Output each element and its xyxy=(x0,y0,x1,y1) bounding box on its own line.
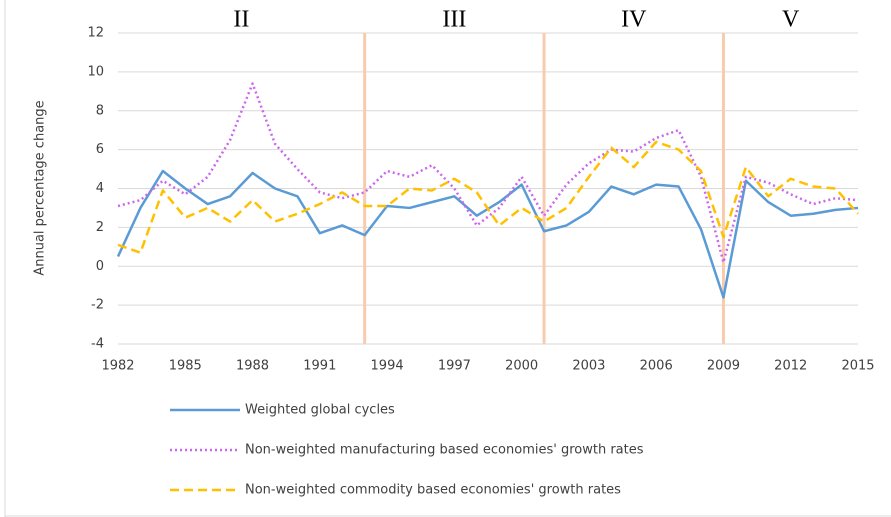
x-tick-label: 2015 xyxy=(841,359,874,374)
y-tick-label: 0 xyxy=(96,259,104,274)
y-tick-label: 12 xyxy=(87,26,104,41)
x-tick-label: 1997 xyxy=(438,359,471,374)
series-line xyxy=(117,140,859,254)
y-tick-label: 8 xyxy=(96,103,104,118)
y-tick-label: -2 xyxy=(91,298,104,313)
y-tick-label: 2 xyxy=(96,220,104,235)
x-tick-label: 1988 xyxy=(236,359,269,374)
y-tick-label: -4 xyxy=(91,337,104,352)
legend-label: Non-weighted manufacturing based economi… xyxy=(245,443,644,458)
y-tick-label: 6 xyxy=(96,142,104,157)
y-axis-title: Annual percentage change xyxy=(33,100,48,275)
legend-label: Non-weighted commodity based economies' … xyxy=(245,483,621,498)
x-tick-label: 2009 xyxy=(707,359,740,374)
x-tick-label: 2012 xyxy=(774,359,807,374)
period-label: II xyxy=(233,7,249,33)
legend-label: Weighted global cycles xyxy=(245,403,395,418)
x-tick-label: 1985 xyxy=(169,359,202,374)
period-label: IV xyxy=(621,7,647,33)
x-tick-label: 2000 xyxy=(505,359,538,374)
series-line xyxy=(117,82,859,264)
y-tick-label: 10 xyxy=(87,64,104,79)
x-tick-label: 2003 xyxy=(572,359,605,374)
x-tick-label: 1994 xyxy=(371,359,404,374)
period-label: V xyxy=(782,7,800,33)
x-tick-label: 1982 xyxy=(101,359,134,374)
period-label: III xyxy=(442,7,466,33)
y-tick-label: 4 xyxy=(96,181,104,196)
x-tick-label: 1991 xyxy=(303,359,336,374)
series-line xyxy=(116,169,859,299)
x-tick-label: 2006 xyxy=(640,359,673,374)
